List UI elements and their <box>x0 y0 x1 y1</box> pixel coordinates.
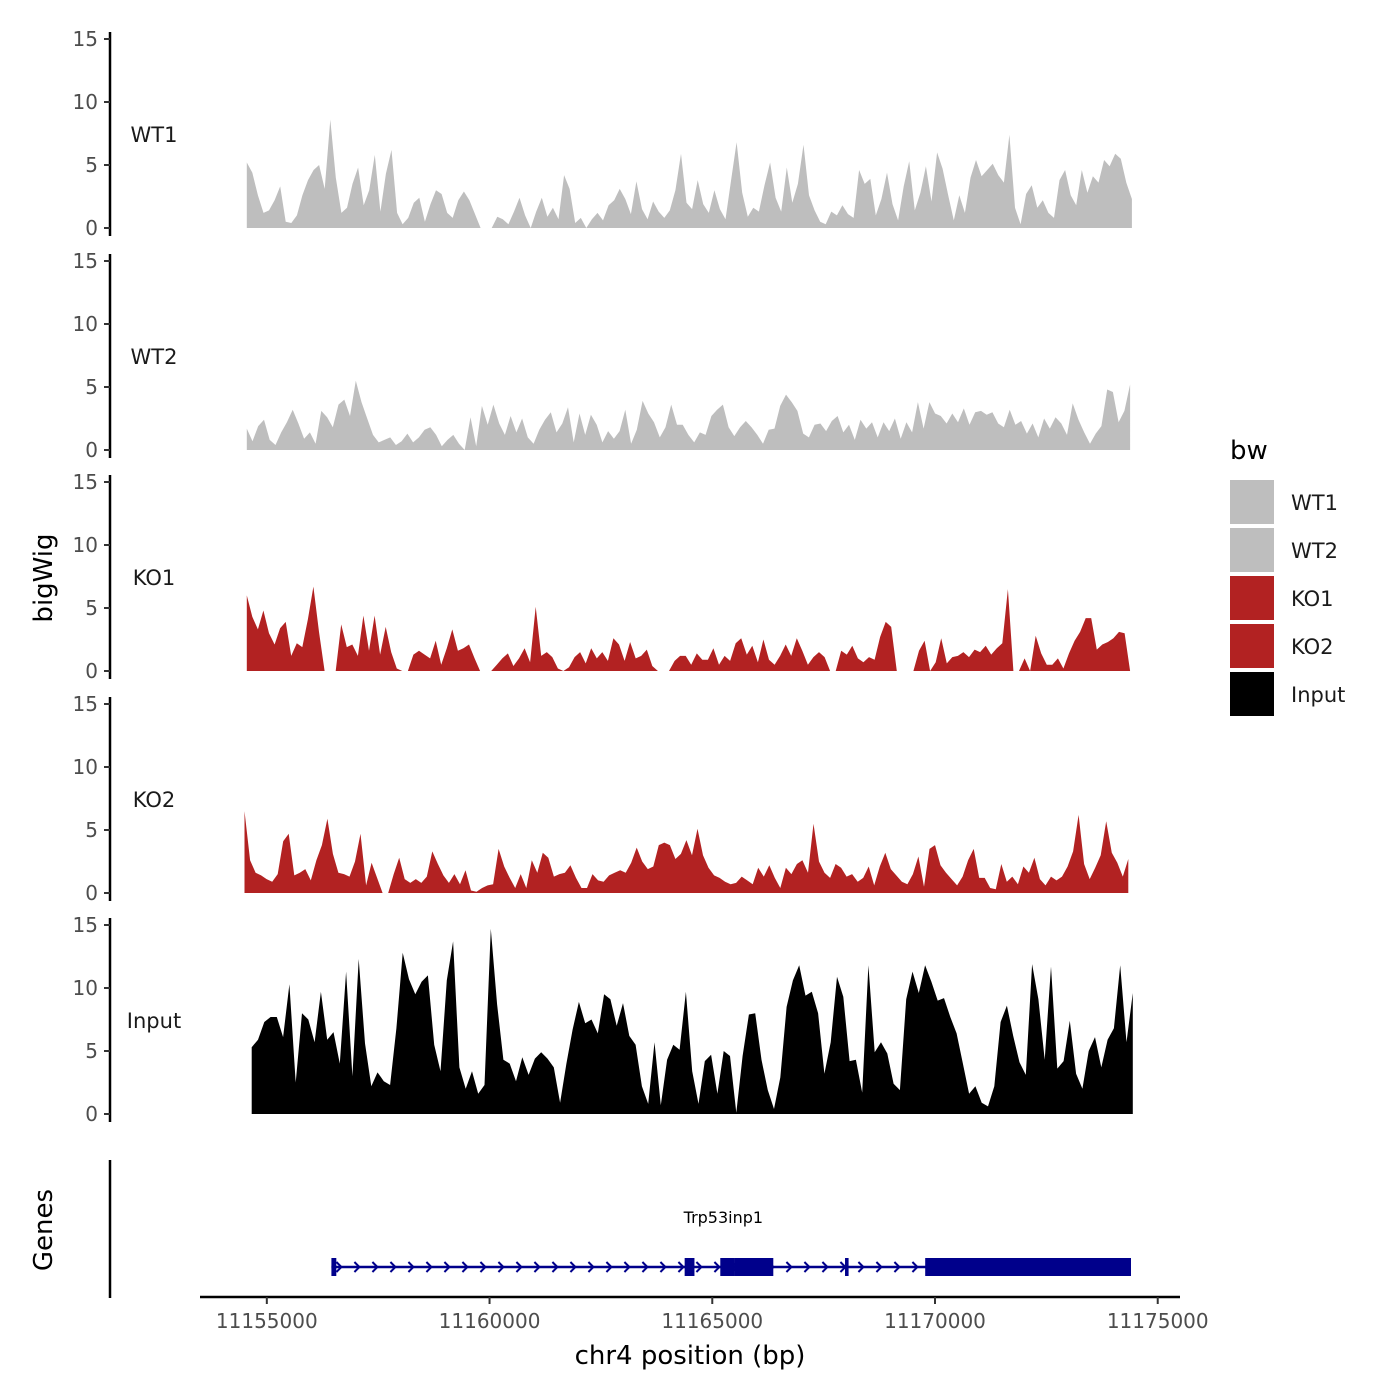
strand-arrow <box>515 1261 523 1273</box>
strand-arrow <box>857 1261 865 1273</box>
y-tick-label: 0 <box>85 216 98 240</box>
strand-arrow <box>551 1261 559 1273</box>
strand-arrow <box>911 1261 919 1273</box>
strand-arrow <box>713 1261 721 1273</box>
strand-arrow <box>587 1261 595 1273</box>
y-tick-label: 0 <box>85 1102 98 1126</box>
strand-arrow <box>389 1261 397 1273</box>
track-label: WT1 <box>131 123 178 147</box>
strand-arrow <box>497 1261 505 1273</box>
legend-swatch-ko2 <box>1230 624 1274 668</box>
x-tick-label: 11155000 <box>216 1309 318 1333</box>
gene-label: Trp53inp1 <box>683 1208 763 1227</box>
strand-arrow <box>335 1261 343 1273</box>
legend-swatch-wt1 <box>1230 480 1274 524</box>
track-label: KO2 <box>133 788 176 812</box>
legend-swatch-wt2 <box>1230 528 1274 572</box>
coverage-area-wt1 <box>246 119 1132 228</box>
legend: bw WT1 WT2 KO1 KO2 Input <box>1230 436 1345 716</box>
strand-arrow <box>695 1261 703 1273</box>
y-tick-label: 10 <box>73 976 98 1000</box>
strand-arrow <box>353 1261 361 1273</box>
y-tick-label: 5 <box>85 153 98 177</box>
track-label: WT2 <box>131 345 178 369</box>
legend-label-wt2: WT2 <box>1291 539 1338 563</box>
strand-arrow <box>659 1261 667 1273</box>
y-tick-label: 5 <box>85 818 98 842</box>
strand-arrow <box>785 1261 793 1273</box>
y-tick-label: 10 <box>73 755 98 779</box>
strand-arrow <box>407 1261 415 1273</box>
y-tick-label: 15 <box>73 913 98 937</box>
strand-arrow <box>479 1261 487 1273</box>
coverage-area-ko2 <box>244 811 1129 893</box>
strand-arrow <box>569 1261 577 1273</box>
legend-swatch-input <box>1230 672 1274 716</box>
y-tick-label: 10 <box>73 533 98 557</box>
legend-label-ko2: KO2 <box>1291 635 1334 659</box>
track-panels: 0 5 10 15 WT1 0 5 10 15 WT2 0 5 10 15 KO1 0 5 10 15 KO2 0 5 10… <box>73 27 1133 1126</box>
x-tick-label: 11160000 <box>439 1309 541 1333</box>
track-label: Input <box>127 1009 181 1033</box>
exon <box>734 1258 774 1276</box>
x-axis-title: chr4 position (bp) <box>575 1341 806 1371</box>
legend-title: bw <box>1230 436 1268 466</box>
track-ko1: 0 5 10 15 KO1 <box>73 470 1131 683</box>
gene-panel: Trp53inp1 <box>108 1160 1131 1298</box>
track-label: KO1 <box>133 566 176 590</box>
strand-arrow <box>677 1261 685 1273</box>
x-axis: 11155000 11160000 11165000 11170000 11175000 <box>200 1295 1209 1333</box>
x-tick-label: 11170000 <box>884 1309 986 1333</box>
strand-arrow <box>875 1261 883 1273</box>
legend-label-wt1: WT1 <box>1291 491 1338 515</box>
y-tick-label: 10 <box>73 312 98 336</box>
coverage-area-wt2 <box>246 380 1131 450</box>
y-tick-label: 15 <box>73 27 98 51</box>
y-tick-label: 15 <box>73 470 98 494</box>
strand-arrow <box>893 1261 901 1273</box>
exon <box>925 1258 1131 1276</box>
strand-arrow <box>371 1261 379 1273</box>
strand-arrow <box>443 1261 451 1273</box>
y-tick-label: 5 <box>85 1039 98 1063</box>
exon <box>684 1258 695 1276</box>
gene-trp53inp1: Trp53inp1 <box>331 1208 1131 1276</box>
x-tick-label: 11175000 <box>1107 1309 1209 1333</box>
strand-arrow <box>641 1261 649 1273</box>
genes-panel-title: Genes <box>29 1189 59 1271</box>
legend-label-input: Input <box>1291 683 1345 707</box>
y-tick-label: 0 <box>85 438 98 462</box>
legend-label-ko1: KO1 <box>1291 587 1334 611</box>
strand-arrow <box>605 1261 613 1273</box>
track-ko2: 0 5 10 15 KO2 <box>73 692 1129 905</box>
y-tick-label: 15 <box>73 692 98 716</box>
strand-arrow <box>533 1261 541 1273</box>
track-wt2: 0 5 10 15 WT2 <box>73 249 1131 462</box>
track-input: 0 5 10 15 Input <box>73 913 1133 1126</box>
y-tick-label: 5 <box>85 596 98 620</box>
exon <box>845 1258 849 1276</box>
coverage-area-ko1 <box>246 586 1131 671</box>
exon <box>720 1258 735 1276</box>
coverage-area-input <box>251 928 1133 1114</box>
strand-arrow <box>623 1261 631 1273</box>
strand-arrow <box>821 1261 829 1273</box>
y-tick-label: 0 <box>85 659 98 683</box>
track-wt1: 0 5 10 15 WT1 <box>73 27 1132 240</box>
y-axis-title: bigWig <box>29 533 59 622</box>
strand-arrow <box>425 1261 433 1273</box>
legend-swatch-ko1 <box>1230 576 1274 620</box>
strand-arrow <box>803 1261 811 1273</box>
strand-arrow <box>461 1261 469 1273</box>
y-tick-label: 5 <box>85 375 98 399</box>
y-tick-label: 10 <box>73 90 98 114</box>
y-tick-label: 0 <box>85 881 98 905</box>
exon <box>331 1258 337 1276</box>
y-tick-label: 15 <box>73 249 98 273</box>
x-tick-label: 11165000 <box>661 1309 763 1333</box>
